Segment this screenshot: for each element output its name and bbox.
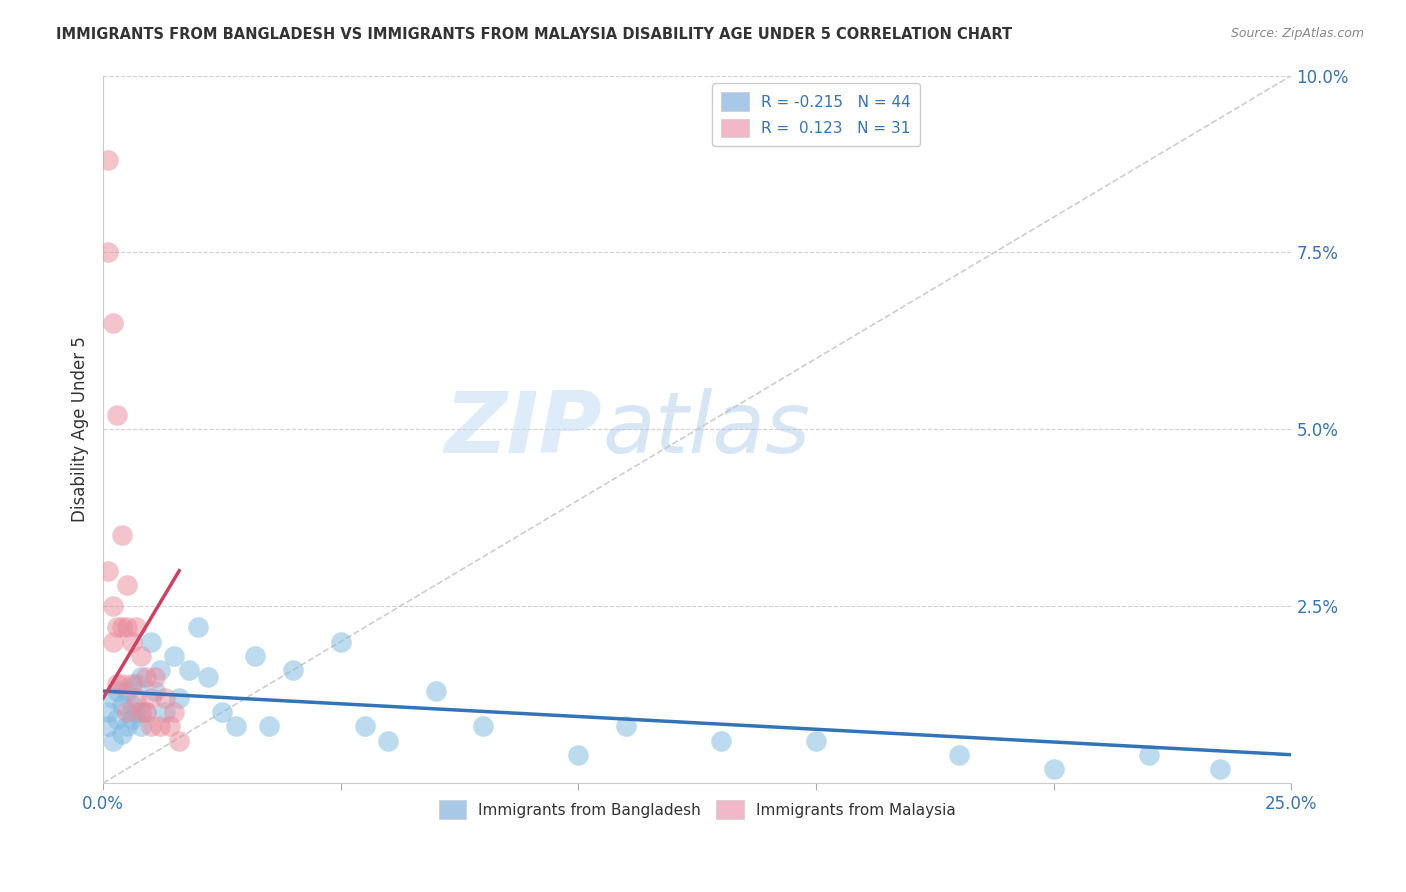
Point <box>105 677 128 691</box>
Point <box>948 747 970 762</box>
Point <box>1042 762 1064 776</box>
Point <box>97 706 120 720</box>
Text: atlas: atlas <box>602 388 810 471</box>
Point <box>145 684 167 698</box>
Point <box>149 719 172 733</box>
Point <box>245 648 267 663</box>
Point <box>97 153 120 168</box>
Point <box>1209 762 1232 776</box>
Point <box>125 620 148 634</box>
Point <box>97 564 120 578</box>
Point <box>197 670 219 684</box>
Point <box>159 719 181 733</box>
Point <box>101 599 124 614</box>
Point <box>121 698 143 713</box>
Point <box>101 316 124 330</box>
Point <box>111 698 134 713</box>
Point <box>153 691 176 706</box>
Point <box>177 663 200 677</box>
Point <box>425 684 447 698</box>
Point <box>115 719 138 733</box>
Point <box>225 719 247 733</box>
Point <box>125 677 148 691</box>
Point <box>125 691 148 706</box>
Text: Source: ZipAtlas.com: Source: ZipAtlas.com <box>1230 27 1364 40</box>
Point <box>135 670 157 684</box>
Point <box>111 620 134 634</box>
Point <box>614 719 637 733</box>
Point <box>115 706 138 720</box>
Point <box>129 706 152 720</box>
Point <box>329 634 352 648</box>
Point <box>115 578 138 592</box>
Point <box>567 747 589 762</box>
Point <box>101 634 124 648</box>
Point <box>283 663 305 677</box>
Point <box>167 691 190 706</box>
Point <box>121 634 143 648</box>
Point <box>145 670 167 684</box>
Point <box>163 648 186 663</box>
Legend: Immigrants from Bangladesh, Immigrants from Malaysia: Immigrants from Bangladesh, Immigrants f… <box>433 794 962 825</box>
Point <box>111 726 134 740</box>
Point <box>163 706 186 720</box>
Point <box>211 706 233 720</box>
Point <box>105 712 128 726</box>
Point <box>115 620 138 634</box>
Point <box>259 719 281 733</box>
Point <box>135 706 157 720</box>
Point <box>121 712 143 726</box>
Point <box>111 677 134 691</box>
Point <box>97 245 120 260</box>
Point <box>105 620 128 634</box>
Point <box>115 684 138 698</box>
Point <box>153 706 176 720</box>
Y-axis label: Disability Age Under 5: Disability Age Under 5 <box>72 336 89 522</box>
Point <box>129 648 152 663</box>
Point <box>377 733 399 747</box>
Point <box>111 528 134 542</box>
Point <box>125 706 148 720</box>
Point <box>101 691 124 706</box>
Point <box>105 408 128 422</box>
Point <box>101 733 124 747</box>
Point <box>1137 747 1160 762</box>
Point <box>139 719 162 733</box>
Point <box>139 691 162 706</box>
Point <box>105 684 128 698</box>
Point <box>149 663 172 677</box>
Text: ZIP: ZIP <box>444 388 602 471</box>
Point <box>472 719 495 733</box>
Point <box>187 620 209 634</box>
Point <box>121 677 143 691</box>
Point <box>129 670 152 684</box>
Text: IMMIGRANTS FROM BANGLADESH VS IMMIGRANTS FROM MALAYSIA DISABILITY AGE UNDER 5 CO: IMMIGRANTS FROM BANGLADESH VS IMMIGRANTS… <box>56 27 1012 42</box>
Point <box>167 733 190 747</box>
Point <box>353 719 375 733</box>
Point <box>139 634 162 648</box>
Point <box>135 706 157 720</box>
Point <box>710 733 733 747</box>
Point <box>97 719 120 733</box>
Point <box>129 719 152 733</box>
Point <box>804 733 827 747</box>
